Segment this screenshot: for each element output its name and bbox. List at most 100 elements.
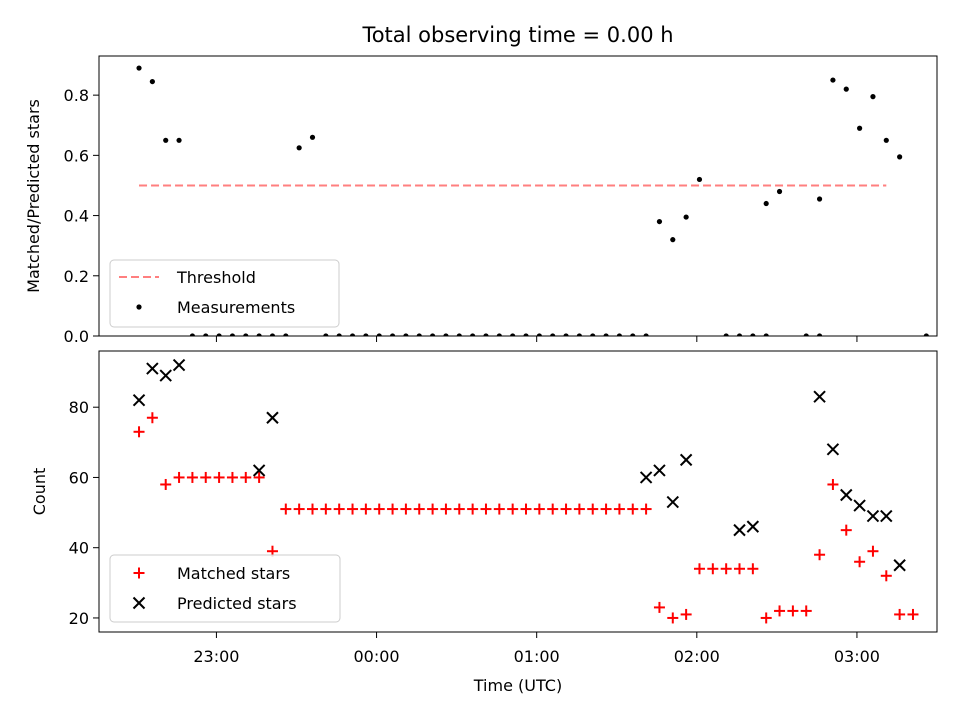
axes-frame (98, 55, 938, 337)
predicted-star-marker-b (252, 464, 266, 477)
measurement-point-zero (256, 333, 262, 336)
predicted-star-marker (146, 362, 159, 375)
matched-star-marker (907, 608, 919, 620)
predicted-star-marker-b (653, 464, 666, 477)
matched-star-marker (400, 503, 412, 515)
legend: Matched stars Predicted stars (109, 554, 341, 623)
predicted-star-marker (880, 509, 893, 523)
measurement-point-zero (590, 333, 596, 336)
matched-star-marker (627, 503, 639, 515)
matched-star-marker (880, 570, 892, 582)
measurement-point (816, 196, 823, 202)
predicted-star-marker (159, 369, 172, 382)
predicted-star-marker (172, 358, 186, 372)
y-tick-label: 80 (69, 398, 89, 417)
matched-star-marker (613, 503, 625, 515)
measurement-point-zero (816, 333, 823, 336)
predicted-star-marker-b (132, 393, 146, 407)
measurement-point-zero (229, 333, 236, 336)
y-tick-label: 20 (69, 609, 89, 628)
predicted-star-marker (653, 464, 666, 477)
measurement-point (830, 77, 836, 83)
chart-title: Total observing time = 0.00 h (361, 23, 673, 47)
predicted-star-marker-b (159, 369, 172, 382)
matched-star-marker (747, 563, 759, 575)
measurement-point-zero (443, 333, 449, 336)
predicted-star-marker-b (880, 509, 893, 523)
measurement-point-zero (643, 333, 649, 336)
matched-star-marker (640, 503, 652, 515)
measurement-point (136, 65, 142, 71)
measurement-point-zero (429, 333, 436, 336)
predicted-star-marker-b (172, 358, 186, 372)
matched-star-marker (333, 503, 345, 515)
measurement-point-zero (269, 333, 276, 336)
top-panel: 0.0 0.2 0.4 0.6 0.8 Matched/Predicted stars Th… (24, 55, 938, 346)
measurement-point-zero (203, 333, 209, 336)
matched-star-marker (760, 612, 772, 624)
measurement-point-zero (216, 333, 222, 336)
matched-star-marker (734, 563, 746, 575)
y-tick-label: 0.0 (64, 327, 89, 346)
measurement-point (857, 125, 863, 131)
matched-star-marker (867, 545, 879, 557)
measurement-point (656, 218, 663, 225)
matched-star-marker (814, 549, 826, 561)
measurement-point-zero (523, 333, 529, 336)
matched-star-marker (520, 503, 532, 515)
y-tick-label: 40 (69, 539, 89, 558)
matched-star-marker (587, 503, 599, 515)
measurement-point-zero (189, 333, 196, 336)
predicted-star-marker (639, 471, 653, 484)
matched-star-marker (200, 471, 212, 483)
matched-star-marker (720, 563, 732, 575)
measurement-point-zero (336, 333, 342, 336)
matched-star-marker (707, 563, 719, 575)
predicted-star-marker-b (893, 559, 906, 572)
predicted-star-marker-b (813, 390, 826, 403)
matched-star-marker (253, 471, 265, 483)
predicted-star-marker (840, 488, 853, 502)
matched-star-marker (280, 503, 292, 515)
bottom-panel: 20 40 60 80 23:00 00:00 01:00 02:00 03:00 Count Ti… (30, 350, 938, 695)
measurement-point-zero (630, 333, 636, 336)
measurement-point-zero (496, 333, 502, 336)
legend-measurement-swatch (136, 304, 142, 310)
measurement-point-zero (603, 333, 609, 336)
predicted-star-marker-b (826, 443, 840, 456)
matched-star-marker (894, 608, 906, 620)
matched-star-marker (467, 503, 479, 515)
matched-star-marker (133, 426, 145, 438)
predicted-star-marker-b (840, 488, 853, 502)
measurement-point (296, 145, 302, 151)
matched-star-marker (547, 503, 559, 515)
matched-star-marker (146, 412, 158, 424)
predicted-star-marker-b (746, 520, 760, 533)
matched-star-marker (533, 503, 545, 515)
measurement-point-zero (923, 333, 929, 336)
matched-star-marker (667, 612, 679, 624)
y-tick-label: 0.6 (64, 146, 89, 165)
legend-matched-label: Matched stars (177, 564, 290, 583)
measurement-point-zero (563, 333, 569, 336)
legend-measurement-label: Measurements (177, 298, 295, 317)
measurement-point-zero (456, 333, 462, 336)
x-axis-label: Time (UTC) (473, 676, 562, 695)
measurement-point-zero (349, 333, 356, 336)
measurement-point-zero (616, 333, 623, 336)
matched-star-marker (307, 503, 319, 515)
matched-star-marker (693, 563, 705, 575)
measurement-point-zero (403, 333, 409, 336)
plot-area (132, 358, 919, 624)
matched-star-marker (480, 503, 492, 515)
measurement-point (763, 200, 769, 207)
matched-star-marker (413, 503, 425, 515)
measurement-point-zero (376, 333, 382, 336)
predicted-star-marker (252, 464, 266, 477)
predicted-star-marker (132, 393, 146, 407)
axes-frame (98, 350, 938, 633)
matched-star-marker (600, 503, 612, 515)
predicted-star-marker-b (666, 495, 679, 509)
x-tick-label: 03:00 (834, 647, 880, 666)
predicted-star-marker (679, 453, 693, 467)
